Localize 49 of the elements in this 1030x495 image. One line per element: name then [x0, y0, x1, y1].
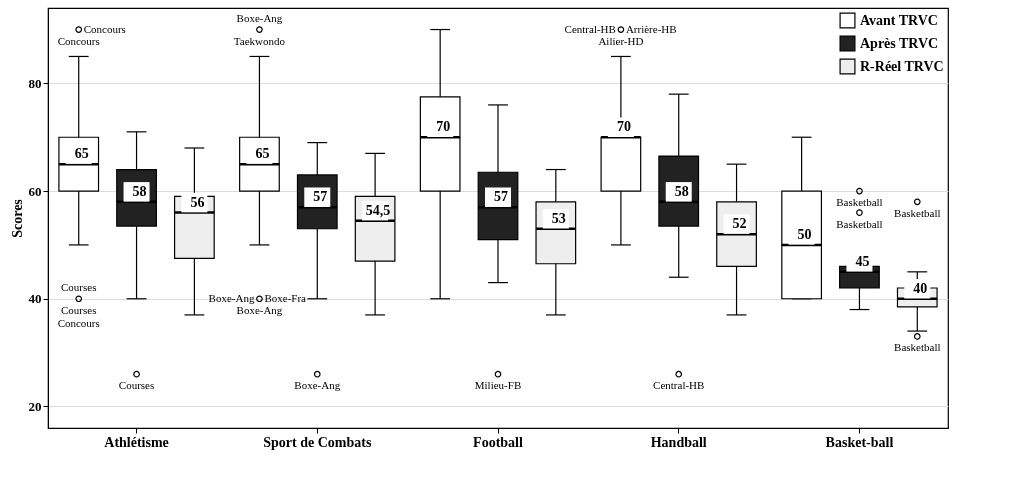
annotation: Basketball: [836, 217, 883, 230]
annotation: Courses: [61, 303, 97, 316]
text: 45: [855, 253, 870, 269]
annotation: Boxe-Ang: [236, 303, 283, 316]
annotation: Central-HB: [653, 379, 705, 392]
y-axis-title: Scores: [9, 198, 25, 238]
annotation: Boxe-Fra: [264, 291, 307, 304]
annotation: Concours: [83, 22, 126, 35]
text: 70: [616, 119, 631, 135]
annotation: Arrière-HB: [625, 22, 677, 35]
annotation: Concours: [57, 34, 100, 47]
text: 57: [494, 189, 508, 205]
annotation: Ailier-HD: [598, 34, 644, 47]
annotation: Boxe-Ang: [208, 291, 255, 304]
annotation: Courses: [61, 280, 97, 293]
x-tick-label: Football: [473, 434, 523, 450]
text: 65: [255, 146, 270, 162]
text: 58: [674, 183, 689, 199]
text: 57: [313, 189, 328, 205]
y-tick-label: 60: [28, 183, 42, 199]
annotation: Basketball: [894, 206, 941, 219]
annotation: Milieu-FB: [474, 379, 522, 392]
text: 52: [732, 216, 747, 232]
annotation: Boxe-Ang: [236, 11, 283, 24]
text: 40: [913, 280, 928, 296]
annotation: Central-HB: [564, 22, 616, 35]
y-tick-label: 20: [28, 398, 42, 414]
annotation: Boxe-Ang: [294, 379, 341, 392]
x-tick-label: Basket-ball: [825, 434, 894, 450]
annotation: Concours: [57, 316, 100, 329]
y-tick-label: 40: [28, 291, 42, 307]
text: 50: [797, 226, 812, 242]
x-tick-label: Athlétisme: [104, 434, 169, 450]
legend-label: Avant TRVC: [860, 12, 938, 28]
text: 65: [74, 146, 89, 162]
text: 56: [190, 194, 205, 210]
annotation: Basketball: [894, 341, 941, 354]
text: 54,5: [365, 202, 391, 218]
x-tick-label: Handball: [650, 434, 707, 450]
text: 53: [551, 210, 566, 226]
annotation: Taekwondo: [233, 34, 286, 47]
x-tick-label: Sport de Combats: [263, 434, 372, 450]
legend-label: Après TRVC: [860, 35, 939, 51]
annotation: Basketball: [836, 196, 883, 209]
annotation: Courses: [118, 379, 155, 392]
legend-label: R-Réel TRVC: [860, 58, 944, 74]
text: 70: [436, 119, 451, 135]
y-tick-label: 80: [28, 75, 42, 91]
text: 58: [132, 183, 147, 199]
